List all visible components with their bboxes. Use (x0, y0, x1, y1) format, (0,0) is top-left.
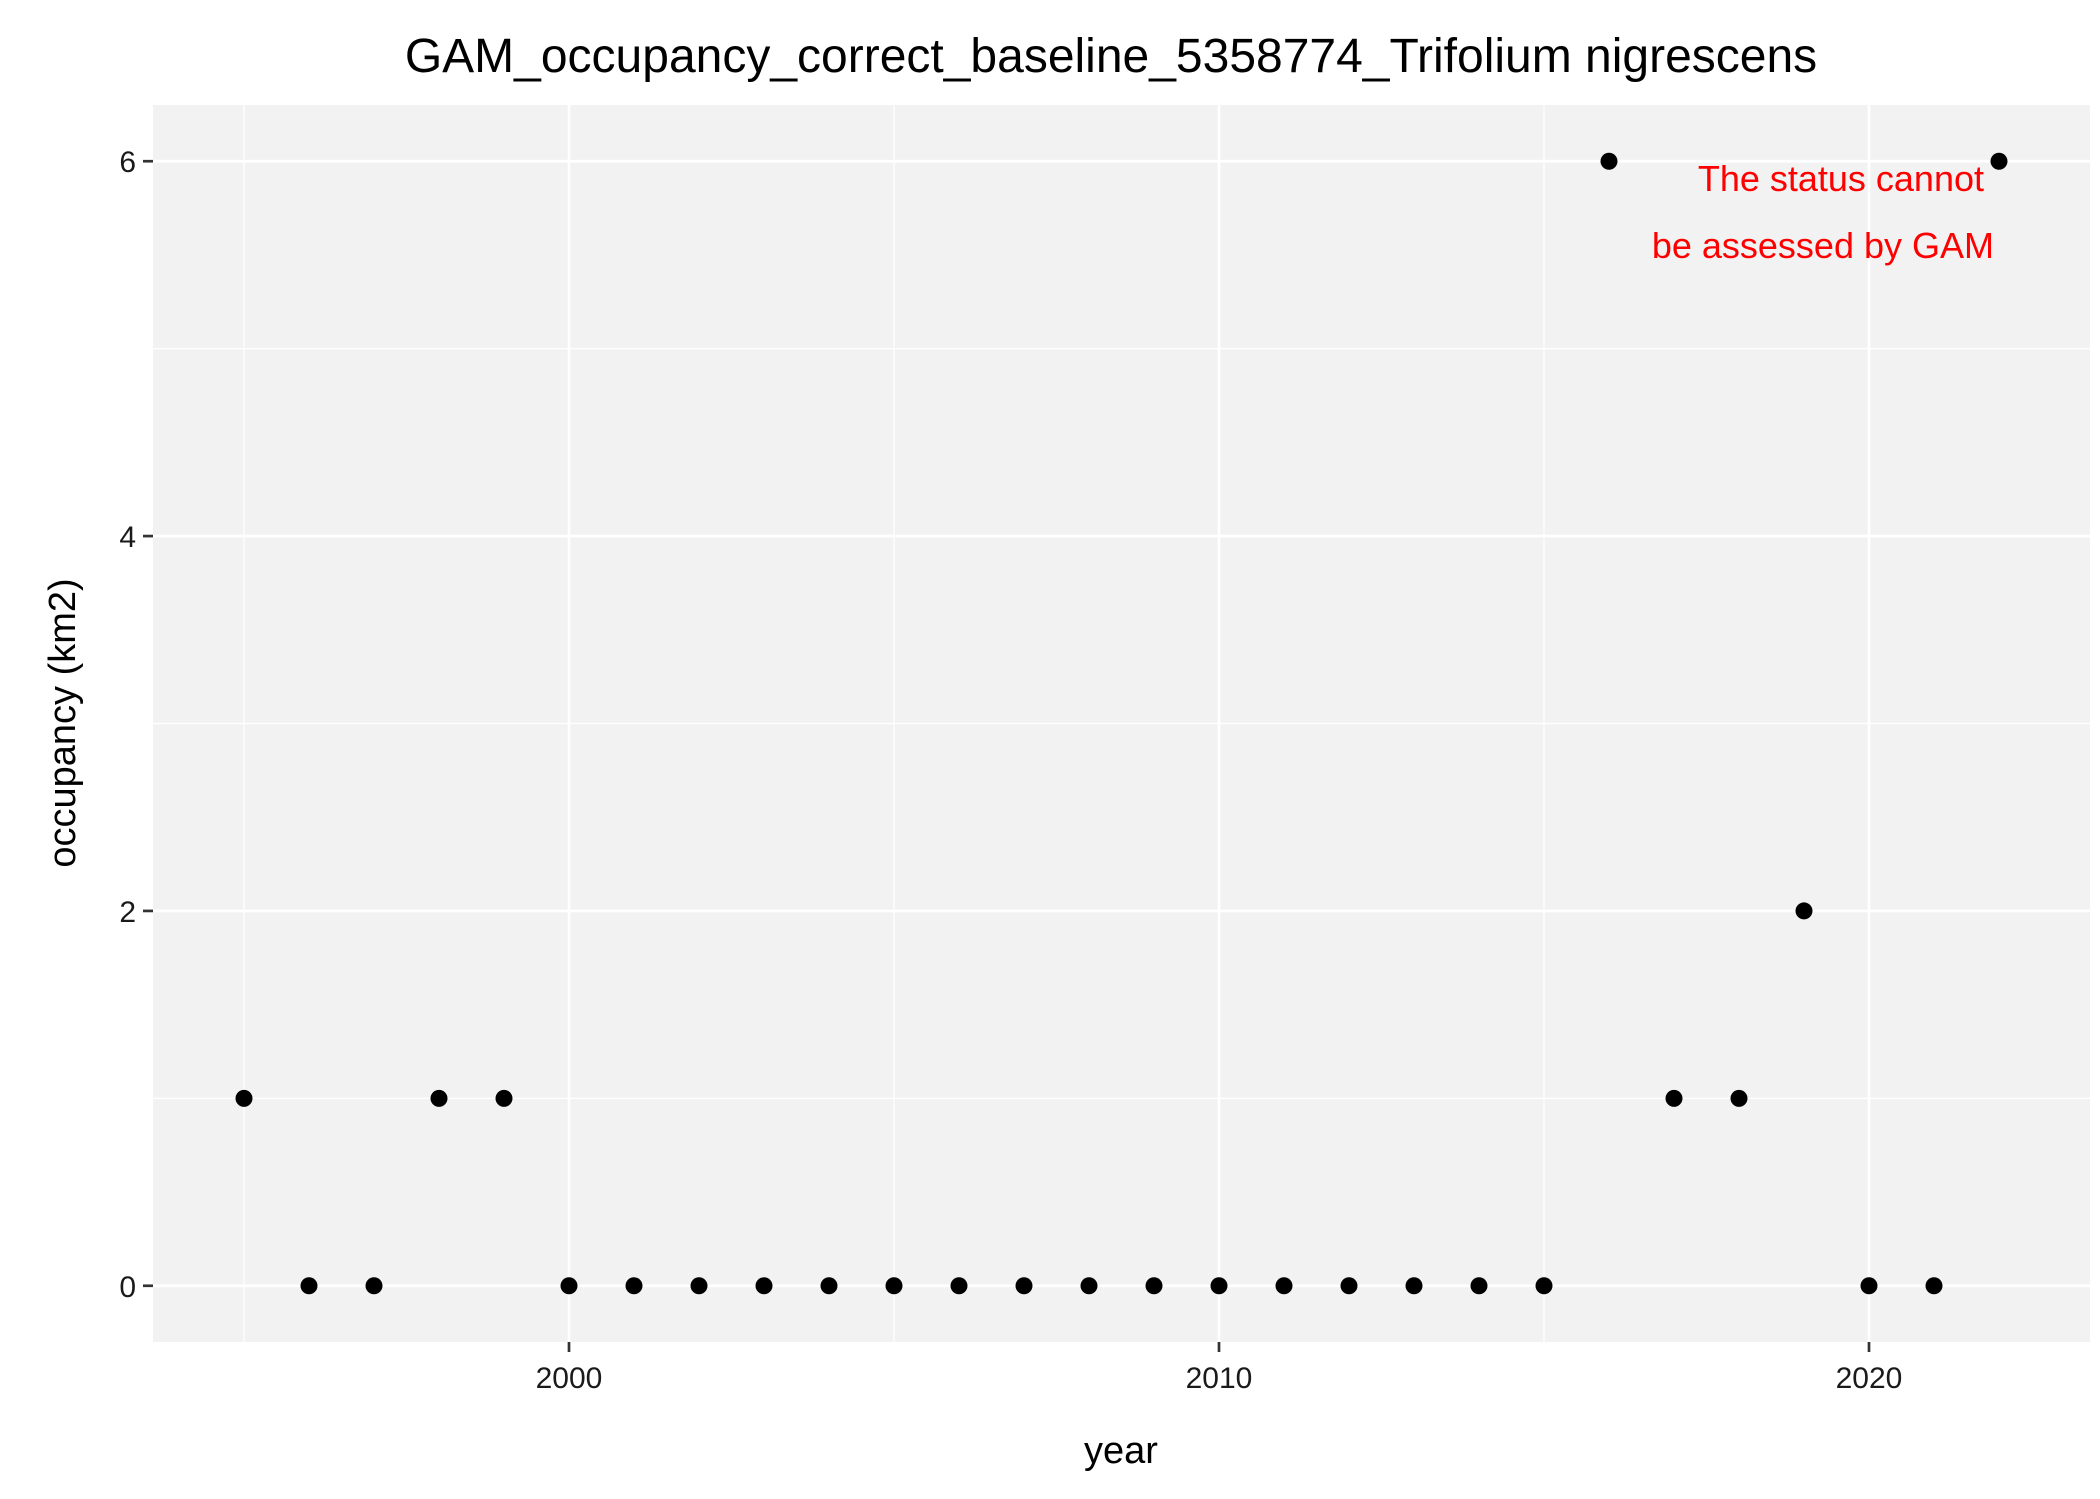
data-points (235, 152, 2008, 1295)
x-axis: 2000 2010 2020 (536, 1342, 1903, 1395)
data-point (1990, 152, 2008, 170)
data-point (560, 1277, 578, 1295)
data-point (1925, 1277, 1943, 1295)
data-point (1275, 1277, 1293, 1295)
data-point (1860, 1277, 1878, 1295)
data-point (235, 1089, 253, 1107)
data-point (1080, 1277, 1098, 1295)
data-point (885, 1277, 903, 1295)
y-tick-label: 0 (119, 1271, 136, 1304)
data-point (1600, 152, 1618, 170)
data-point (1470, 1277, 1488, 1295)
data-point (300, 1277, 318, 1295)
data-point (430, 1089, 448, 1107)
x-tick-label: 2020 (1836, 1362, 1903, 1395)
data-point (1535, 1277, 1553, 1295)
x-axis-title: year (1084, 1430, 1158, 1472)
data-point (690, 1277, 708, 1295)
chart-title: GAM_occupancy_correct_baseline_5358774_T… (405, 30, 1817, 83)
x-tick-label: 2010 (1186, 1362, 1253, 1395)
data-point (1730, 1089, 1748, 1107)
data-point (365, 1277, 383, 1295)
data-point (1405, 1277, 1423, 1295)
y-tick-label: 2 (119, 896, 136, 929)
data-point (495, 1089, 513, 1107)
data-point (625, 1277, 643, 1295)
grid-minor (153, 105, 2090, 1342)
grid-major (153, 105, 2090, 1342)
data-point (1665, 1089, 1683, 1107)
data-point (1340, 1277, 1358, 1295)
data-point (1015, 1277, 1033, 1295)
data-point (820, 1277, 838, 1295)
y-axis-title: occupancy (km2) (42, 578, 84, 867)
data-point (1145, 1277, 1163, 1295)
data-point (1795, 902, 1813, 920)
y-tick-label: 4 (119, 521, 136, 554)
annotation-line-2: be assessed by GAM (1652, 225, 1994, 266)
annotation-line-1: The status cannot (1698, 158, 1984, 199)
data-point (1210, 1277, 1228, 1295)
y-axis: 0 2 4 6 (119, 146, 153, 1304)
y-tick-label: 6 (119, 146, 136, 179)
data-point (755, 1277, 773, 1295)
x-tick-label: 2000 (536, 1362, 603, 1395)
data-point (950, 1277, 968, 1295)
